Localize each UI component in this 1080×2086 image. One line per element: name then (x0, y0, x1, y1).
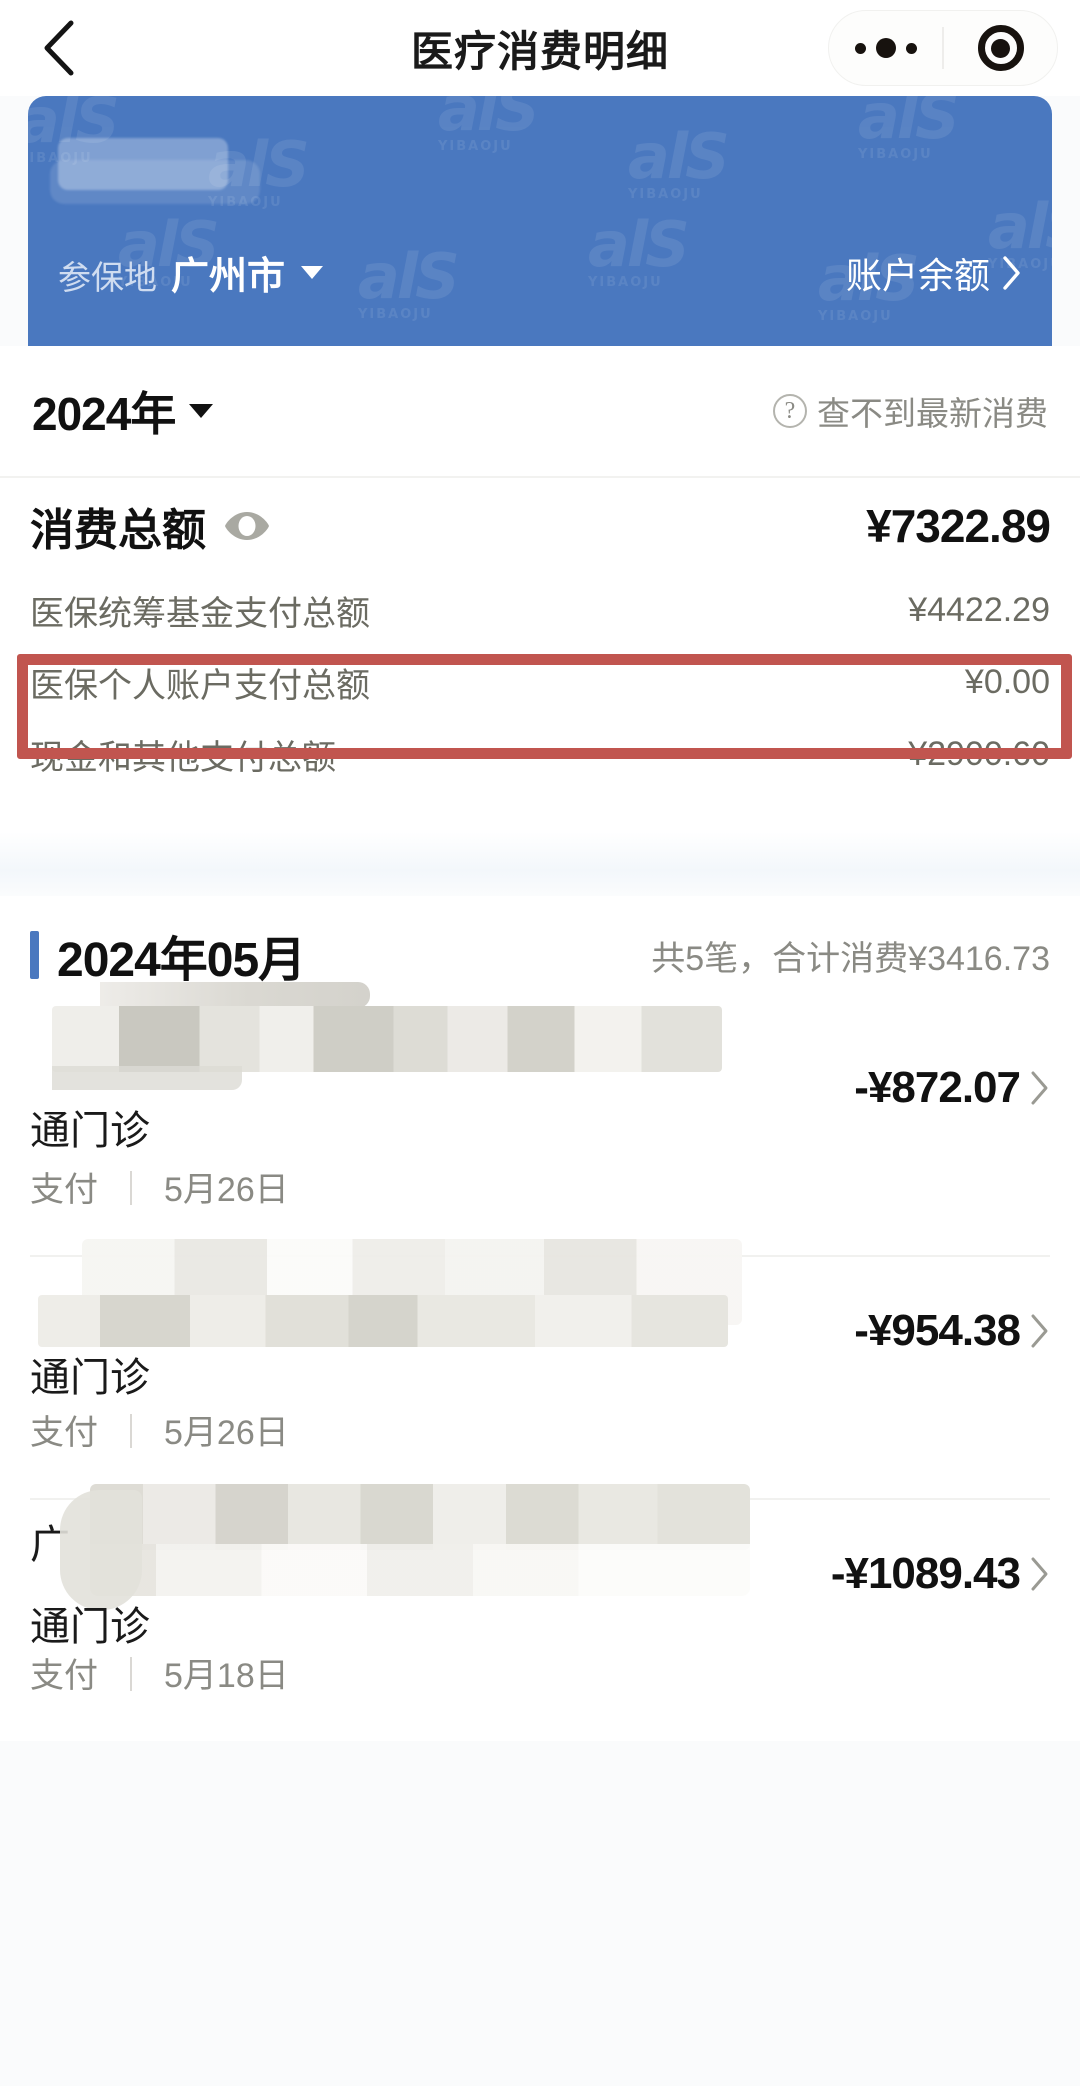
wechat-capsule (828, 10, 1058, 86)
masked-merchant-name-band (38, 1295, 728, 1347)
redaction-smudge (100, 982, 370, 1008)
transaction-amount: -¥872.07 (854, 1063, 1021, 1112)
transaction-amount: -¥1089.43 (830, 1549, 1021, 1598)
transaction-category: 通门诊 (30, 1605, 150, 1649)
summary-panel: 2024年 ? 查不到最新消费 消费总额 ¥7322.89 (0, 346, 1080, 832)
divider (0, 476, 1080, 478)
transaction-meta: 支付 ｜ 5月18日 (30, 1648, 1050, 1741)
month-summary: 共5笔，合计消费¥3416.73 (651, 939, 1050, 978)
total-consumption-value: ¥7322.89 (866, 500, 1051, 552)
transaction-item[interactable]: 通门诊 -¥872.07 支付 ｜ 5月26日 (0, 1006, 1080, 1255)
total-consumption-label: 消费总额 (30, 506, 206, 555)
transaction-date: 5月26日 (164, 1414, 289, 1452)
transaction-status: 支付 (30, 1171, 98, 1209)
account-balance-entry[interactable]: 账户余额 (846, 247, 1022, 299)
summary-section: 消费总额 ¥7322.89 医保统筹基金支付总额 ¥4422.29 医保个人账户… (0, 478, 1080, 832)
account-balance-label: 账户余额 (845, 254, 990, 296)
masked-merchant-name-band (90, 1544, 750, 1596)
caret-down-icon (301, 266, 324, 279)
no-latest-consumption-hint[interactable]: ? 查不到最新消费 (773, 387, 1048, 435)
capsule-divider (942, 27, 944, 69)
meta-divider: ｜ (114, 1657, 148, 1695)
insured-city-value: 广州市 (171, 256, 286, 298)
summary-row-label: 医保个人账户支付总额 (30, 666, 370, 705)
summary-row-label: 现金和其他支付总额 (30, 738, 336, 777)
chevron-right-icon (1031, 1557, 1048, 1591)
transaction-meta: 支付 ｜ 5月26日 (30, 1162, 1050, 1255)
summary-row-value: ¥0.00 (964, 662, 1050, 701)
chevron-right-icon (1031, 1071, 1048, 1105)
transaction-date: 5月18日 (164, 1657, 289, 1695)
summary-row-value: ¥2900.60 (908, 734, 1050, 773)
year-row: 2024年 ? 查不到最新消费 (0, 346, 1080, 476)
transaction-item[interactable]: 广 通门诊 -¥1089.43 支付｜ 5月18日 (0, 1484, 1080, 1741)
back-button[interactable] (30, 20, 86, 76)
masked-merchant-name (90, 1484, 750, 1550)
question-circle-icon: ? (773, 394, 807, 428)
chevron-right-icon (1031, 1314, 1048, 1348)
month-title: 2024年05月 (57, 934, 306, 987)
summary-row-cash-other: 现金和其他支付总额 ¥2900.60 (30, 718, 1050, 790)
year-value: 2024年 (32, 388, 176, 440)
total-consumption-row: 消费总额 ¥7322.89 (30, 478, 1051, 574)
summary-row-label: 医保统筹基金支付总额 (30, 594, 370, 633)
chevron-right-icon (1003, 255, 1020, 290)
summary-row-personal-account: 医保个人账户支付总额 ¥0.00 (30, 646, 1050, 718)
year-selector[interactable]: 2024年 (32, 378, 214, 444)
transaction-date: 5月26日 (164, 1171, 289, 1209)
transaction-amount: -¥954.38 (854, 1306, 1021, 1355)
transaction-category: 通门诊 (30, 1356, 150, 1400)
more-dots-icon[interactable] (829, 38, 942, 58)
eye-icon[interactable] (224, 511, 270, 541)
summary-row-pooled-fund: 医保统筹基金支付总额 ¥4422.29 (30, 574, 1050, 646)
insured-place-label: 参保地 (58, 259, 157, 296)
transaction-category: 通门诊 (30, 1109, 150, 1153)
month-group-header: 2024年05月 共5笔，合计消费¥3416.73 (0, 896, 1080, 1014)
transaction-item[interactable]: 通门诊 -¥954.38 支付 ｜ 5月26日 (0, 1239, 1080, 1498)
navigation-bar: 医疗消费明细 (0, 0, 1080, 96)
transaction-status: 支付 (30, 1657, 98, 1695)
masked-merchant-name-tail (52, 1066, 242, 1090)
meta-divider: ｜ (114, 1171, 148, 1209)
month-accent-bar (30, 931, 39, 979)
chevron-left-icon (44, 20, 74, 76)
transaction-status: 支付 (30, 1414, 98, 1452)
masked-merchant-name (52, 1006, 722, 1072)
summary-row-value: ¥4422.29 (908, 590, 1050, 629)
meta-divider: ｜ (114, 1414, 148, 1452)
transaction-meta: 支付 ｜ 5月26日 (30, 1405, 1050, 1498)
masked-merchant-name-blob (60, 1490, 142, 1610)
insured-place-selector[interactable]: 参保地 广州市 (58, 245, 324, 300)
transaction-list: 2024年05月 共5笔，合计消费¥3416.73 通门诊 -¥872.07 支… (0, 896, 1080, 1741)
masked-user-name (50, 138, 260, 204)
target-circle-icon[interactable] (944, 25, 1057, 71)
caret-down-icon (189, 404, 214, 418)
year-hint-label: 查不到最新消费 (817, 395, 1048, 432)
section-gap (0, 832, 1080, 896)
